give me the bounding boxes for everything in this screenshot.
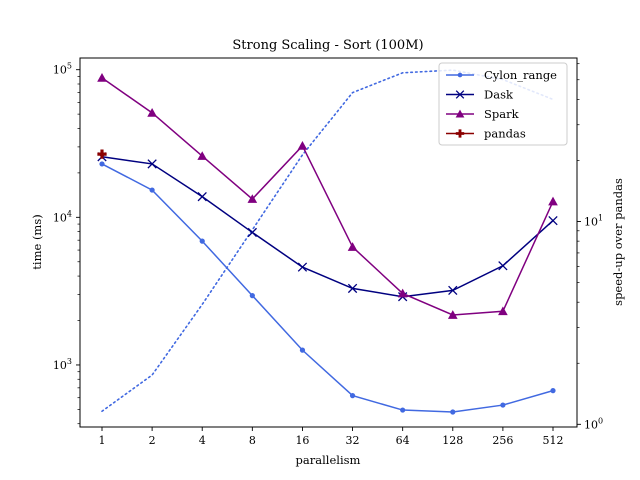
x-tick-label: 128 [442, 434, 463, 447]
dask-line [101, 156, 554, 298]
legend-label: pandas [484, 127, 526, 141]
plot-frame [79, 57, 578, 428]
x-marker-stroke [498, 261, 508, 271]
spark-point [297, 140, 308, 150]
spark-point [548, 196, 558, 206]
x-marker-stroke [548, 215, 558, 226]
dask-point [548, 215, 558, 226]
legend-entry-dask: Dask [446, 88, 514, 102]
legend: Cylon_range Dask Spark pandas [438, 62, 568, 146]
cylon-range-point [199, 238, 205, 244]
dask-point [498, 261, 508, 271]
y-axis-label: time (ms) [30, 214, 44, 269]
cylon-range-point [299, 347, 306, 353]
legend-label: Spark [484, 107, 520, 121]
x-axis: 1 2 4 8 16 32 64 128 256 512 [99, 427, 564, 447]
x-marker-stroke [197, 192, 207, 202]
cylon-range-point [500, 402, 506, 408]
series-spark [97, 73, 558, 319]
legend-box [438, 62, 568, 146]
legend-label: Cylon_range [484, 68, 557, 82]
cylon-range-point [550, 388, 556, 394]
legend-marker [455, 109, 465, 118]
x-tick-label: 16 [295, 434, 309, 447]
x-tick-label: 2 [149, 434, 156, 447]
x-tick-label: 32 [346, 434, 360, 447]
cylon-range-point [149, 187, 155, 193]
x-axis-label: parallelism [296, 453, 361, 467]
spark-point [347, 242, 358, 251]
cylon-range-point [249, 292, 255, 299]
legend-marker [455, 90, 465, 99]
x-tick-label: 512 [543, 434, 564, 447]
series-cylon-range [99, 161, 556, 415]
spark-point [197, 151, 208, 160]
spark-point [97, 73, 107, 82]
x-tick-label: 1 [99, 434, 106, 447]
x-marker-stroke [455, 90, 465, 99]
spark-point [147, 108, 157, 117]
x-marker-stroke [247, 227, 257, 238]
legend-marker [457, 72, 463, 78]
x-tick-label: 256 [492, 434, 513, 447]
spark-point [397, 288, 408, 298]
dask-point [448, 285, 458, 296]
legend-label: Dask [484, 88, 514, 102]
x-tick-label: 4 [199, 434, 206, 447]
dask-point [197, 192, 207, 202]
dask-point [297, 262, 308, 272]
legend-entry-cylon-range: Cylon_range [446, 68, 557, 82]
plot-area [97, 69, 558, 415]
cylon-range-point [99, 161, 105, 167]
x-marker-stroke [147, 159, 157, 169]
cylon-range-line [101, 163, 554, 413]
x-marker-stroke [347, 283, 358, 294]
spark-line [101, 77, 554, 316]
pandas-point [97, 149, 107, 159]
x-marker-stroke [448, 285, 458, 296]
x-tick-label: 8 [249, 434, 256, 447]
cylon-range-point [450, 409, 456, 415]
x-tick-label: 64 [396, 434, 410, 447]
cylon-range-point [349, 393, 356, 399]
y2-axis-label: speed-up over pandas [611, 178, 625, 306]
spark-point [247, 194, 258, 203]
legend-entry-spark: Spark [446, 107, 520, 121]
dask-point [247, 227, 257, 238]
x-marker-stroke [297, 262, 308, 272]
spark-point [447, 310, 458, 319]
dask-point [147, 159, 157, 169]
series-pandas [97, 149, 107, 159]
cylon-range-point [400, 407, 406, 413]
chart-title: Strong Scaling - Sort (100M) [232, 38, 423, 53]
dask-point [347, 283, 358, 294]
legend-marker [455, 129, 465, 138]
legend-entry-pandas: pandas [446, 127, 526, 141]
spark-point [498, 306, 508, 316]
